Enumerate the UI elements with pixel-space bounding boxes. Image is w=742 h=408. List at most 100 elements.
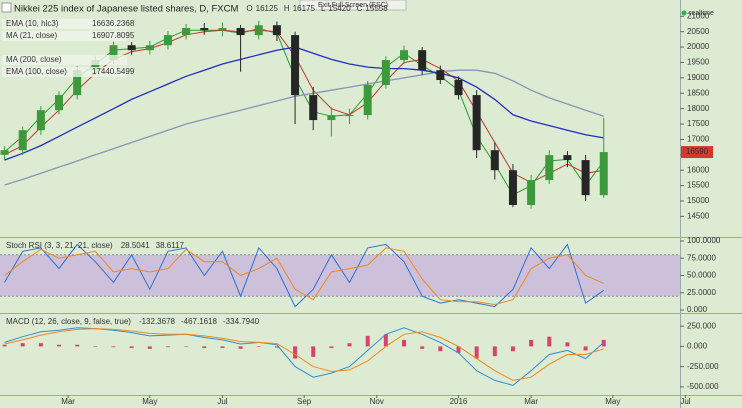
ohlc-value: 15420 <box>328 4 351 13</box>
y-tick-label: 14500 <box>687 211 710 220</box>
series-line <box>4 247 604 306</box>
histogram-bar <box>93 346 98 347</box>
candle-body <box>490 150 499 171</box>
y-tick-label: 0.000 <box>687 305 708 314</box>
y-tick-label: 16000 <box>687 165 710 174</box>
histogram-bar <box>111 346 116 348</box>
y-tick-label: 15500 <box>687 181 710 190</box>
candle-body <box>109 45 118 61</box>
x-tick-label: Sep <box>297 397 312 406</box>
last-price-label: 16590 <box>686 147 709 156</box>
y-tick-label: -500.000 <box>687 382 719 391</box>
histogram-bar <box>38 343 43 347</box>
y-tick-label: 21000 <box>687 11 710 20</box>
histogram-bar <box>20 343 25 347</box>
x-tick-label: Mar <box>524 397 538 406</box>
histogram-bar <box>529 339 534 347</box>
y-tick-label: 100.0000 <box>687 236 721 245</box>
chart-title: Nikkei 225 index of Japanese listed shar… <box>14 4 238 15</box>
candle-body <box>545 155 554 181</box>
histogram-bar <box>402 339 407 347</box>
histogram-bar <box>383 334 388 347</box>
legend-value: 16907.8095 <box>92 31 135 40</box>
x-tick-label: Mar <box>61 397 75 406</box>
legend-box <box>2 67 127 77</box>
y-tick-label: 15000 <box>687 196 710 205</box>
legend-value: 17440.5499 <box>92 67 135 76</box>
candle-body <box>363 84 372 116</box>
x-tick-label: May <box>142 397 157 406</box>
histogram-bar <box>256 346 261 347</box>
histogram-bar <box>329 346 334 349</box>
candle-body <box>436 70 445 81</box>
legend-box <box>2 31 127 41</box>
histogram-bar <box>438 346 443 352</box>
last-price-tag <box>681 146 713 159</box>
histogram-bar <box>547 336 552 347</box>
histogram-bar <box>510 346 515 352</box>
band <box>0 254 680 297</box>
histogram-bar <box>492 346 497 357</box>
legend-value: -467.1618 <box>181 317 218 326</box>
series-line <box>4 243 605 308</box>
candle-body <box>200 28 209 31</box>
exit-button[interactable] <box>299 0 407 11</box>
legend-name: EMA (100, close) <box>6 67 67 76</box>
y-tick-label: 17000 <box>687 135 710 144</box>
candle-body <box>454 80 463 96</box>
x-tick-label: 2016 <box>450 397 468 406</box>
status-dot <box>681 10 687 16</box>
histogram-bar <box>184 346 189 347</box>
candle-body <box>18 130 27 151</box>
candle-body <box>145 45 154 51</box>
ohlc-key: C <box>357 4 363 13</box>
candle-body <box>73 70 82 96</box>
candle-body <box>0 150 9 155</box>
legend-value: -334.7940 <box>223 317 260 326</box>
candle-body <box>236 28 245 36</box>
ohlc-value: 16175 <box>293 4 316 13</box>
legend-value: 28.5041 <box>121 241 150 250</box>
histogram-bar <box>238 346 243 349</box>
histogram-bar <box>220 346 225 349</box>
x-tick-label: Jul <box>680 397 690 406</box>
histogram-bar <box>165 346 170 348</box>
candle-body <box>472 95 481 151</box>
candle-body <box>599 152 608 196</box>
series-line <box>4 29 604 184</box>
candle-body <box>91 60 100 71</box>
status-label: realtime <box>689 10 714 17</box>
histogram-bar <box>347 343 352 347</box>
candle-body <box>127 45 136 51</box>
histogram-bar <box>601 339 606 347</box>
legend-value: 38.6117 <box>156 241 185 250</box>
exit-button-label[interactable]: Exit Full Screen (ESC) <box>318 2 388 9</box>
y-tick-label: -250.000 <box>687 362 719 371</box>
y-tick-label: 20000 <box>687 42 710 51</box>
candle-body <box>418 50 427 71</box>
legend-value: -132.3678 <box>139 317 176 326</box>
candle-body <box>563 155 572 161</box>
y-tick-label: 50.0000 <box>687 271 716 280</box>
candle-body <box>327 115 336 121</box>
legend-name: MA (21, close) <box>6 31 57 40</box>
histogram-bar <box>420 346 425 349</box>
ohlc-value: 15558 <box>365 4 388 13</box>
x-tick-label: Jul <box>217 397 227 406</box>
histogram-bar <box>583 346 588 351</box>
ohlc-key: H <box>284 4 290 13</box>
histogram-bar <box>311 346 316 357</box>
legend-box <box>2 55 127 65</box>
legend-name: MA (200, close) <box>6 55 62 64</box>
y-tick-label: 20500 <box>687 27 710 36</box>
ohlc-key: L <box>321 4 326 13</box>
histogram-bar <box>147 346 152 349</box>
candle-body <box>527 180 536 205</box>
candle-body <box>581 160 590 196</box>
candle-body <box>345 115 354 117</box>
candle-body <box>381 60 390 85</box>
candle-body <box>218 28 227 31</box>
candle-body <box>291 35 300 96</box>
x-tick-label: May <box>605 397 620 406</box>
